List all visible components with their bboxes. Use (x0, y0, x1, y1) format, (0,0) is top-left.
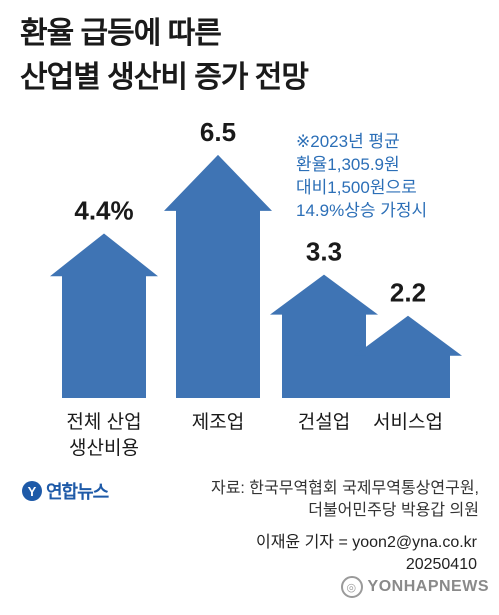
category-label-1-line-2: 생산비용 (69, 437, 139, 459)
title-line-1: 환율 급등에 따른 (20, 17, 222, 50)
source-line-2: 더불어민주당 박용갑 의원 (308, 502, 479, 519)
chart-title: 환율 급등에 따른 산업별 생산비 증가 전망 (20, 12, 309, 100)
note-line-2: 환율1,305.9원 (296, 155, 400, 174)
title-line-2: 산업별 생산비 증가 전망 (20, 61, 309, 94)
source-line-1: 자료: 한국무역협회 국제무역통상연구원, (210, 480, 479, 497)
value-label-2: 6.5 (200, 117, 236, 147)
bar-arrow-4 (354, 315, 462, 398)
yonhap-logo: Y 연합뉴스 (22, 478, 109, 504)
note-line-1: ※2023년 평균 (296, 132, 400, 151)
date-line: 20250410 (405, 556, 477, 573)
value-label-4: 2.2 (390, 278, 426, 308)
watermark-text: YONHAPNEWS (367, 578, 489, 595)
source-credit: 자료: 한국무역협회 국제무역통상연구원, 더불어민주당 박용갑 의원 (211, 478, 479, 522)
reporter-credit: 이재윤 기자 = yoon2@yna.co.kr 20250410 (256, 532, 477, 576)
bar-arrow-1 (50, 233, 158, 398)
note-line-4: 14.9%상승 가정시 (296, 201, 428, 220)
value-label-1: 4.4% (74, 195, 133, 225)
category-label-3: 건설업 (298, 411, 350, 433)
assumption-note: ※2023년 평균 환율1,305.9원 대비1,500원으로 14.9%상승 … (296, 130, 427, 222)
watermark: ◎ YONHAPNEWS (340, 576, 489, 598)
bar-arrow-2 (164, 154, 272, 398)
yonhap-logo-text: 연합뉴스 (46, 482, 109, 502)
category-label-1-line-1: 전체 산업 (66, 411, 141, 433)
yonhap-logo-icon: Y (22, 481, 42, 501)
reporter-line: 이재윤 기자 = yoon2@yna.co.kr (255, 534, 477, 551)
category-label-2: 제조업 (192, 411, 244, 433)
watermark-icon: ◎ (340, 576, 363, 598)
note-line-3: 대비1,500원으로 (296, 178, 417, 197)
bar-arrow-3 (270, 274, 378, 398)
category-label-4: 서비스업 (373, 411, 443, 433)
value-label-3: 3.3 (306, 237, 342, 267)
